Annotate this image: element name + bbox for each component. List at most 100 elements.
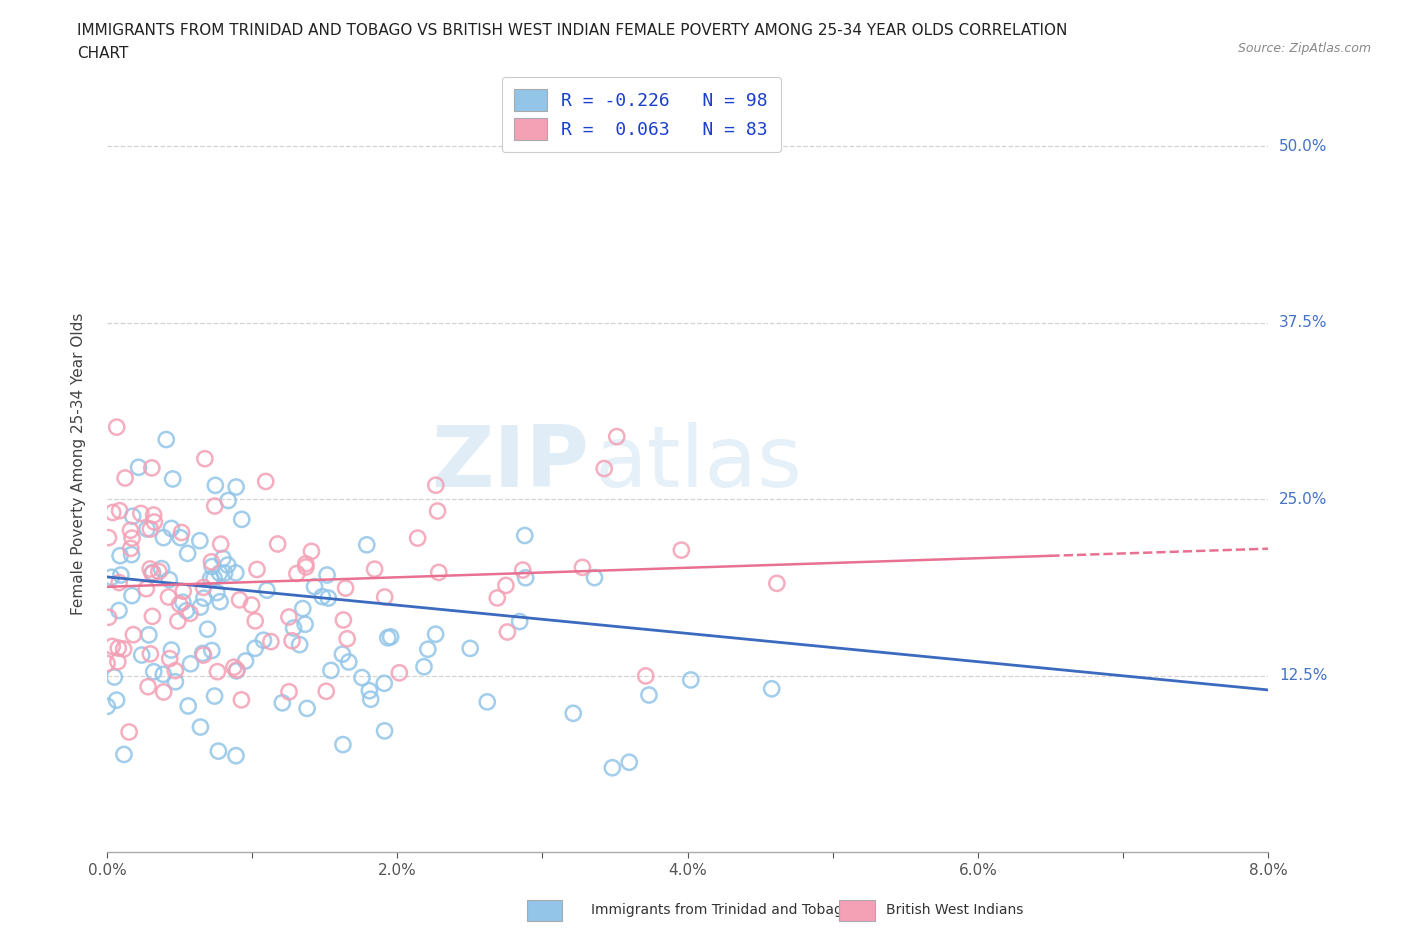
- Point: [291, 601, 314, 616]
- Point: [188, 533, 211, 548]
- Point: [406, 531, 429, 546]
- Point: [100, 570, 122, 585]
- Point: [190, 720, 212, 735]
- Point: [142, 508, 165, 523]
- Point: [602, 761, 624, 776]
- Point: [120, 523, 142, 538]
- Point: [193, 591, 215, 605]
- Point: [416, 642, 439, 657]
- Point: [179, 605, 201, 620]
- Point: [103, 670, 125, 684]
- Point: [105, 419, 128, 434]
- Point: [207, 744, 229, 759]
- Point: [217, 493, 239, 508]
- Point: [477, 695, 499, 710]
- Text: atlas: atlas: [595, 422, 803, 505]
- Point: [160, 521, 183, 536]
- Point: [332, 737, 354, 752]
- Text: ZIP: ZIP: [432, 422, 589, 505]
- Point: [638, 687, 661, 702]
- Point: [169, 530, 191, 545]
- Point: [374, 724, 396, 738]
- Point: [222, 659, 245, 674]
- Point: [108, 603, 131, 618]
- Point: [118, 724, 141, 739]
- Point: [495, 578, 517, 592]
- Point: [193, 580, 215, 595]
- Text: 12.5%: 12.5%: [1279, 669, 1327, 684]
- Text: 25.0%: 25.0%: [1279, 492, 1327, 507]
- Point: [295, 556, 318, 571]
- Point: [336, 631, 359, 646]
- Point: [96, 699, 118, 714]
- Point: [209, 537, 232, 551]
- Point: [200, 571, 222, 586]
- Point: [240, 598, 263, 613]
- Point: [101, 639, 124, 654]
- Point: [252, 632, 274, 647]
- Point: [139, 522, 162, 537]
- Text: IMMIGRANTS FROM TRINIDAD AND TOBAGO VS BRITISH WEST INDIAN FEMALE POVERTY AMONG : IMMIGRANTS FROM TRINIDAD AND TOBAGO VS B…: [77, 23, 1067, 38]
- Point: [513, 528, 536, 543]
- Text: 50.0%: 50.0%: [1279, 139, 1327, 153]
- Point: [122, 627, 145, 642]
- Point: [165, 663, 187, 678]
- Point: [231, 512, 253, 526]
- Point: [121, 509, 143, 524]
- Point: [209, 594, 232, 609]
- Point: [217, 558, 239, 573]
- Point: [139, 646, 162, 661]
- Point: [129, 506, 152, 521]
- Point: [512, 563, 534, 578]
- Point: [136, 522, 159, 537]
- Point: [583, 570, 606, 585]
- Point: [426, 504, 449, 519]
- Point: [165, 674, 187, 689]
- Point: [246, 562, 269, 577]
- Point: [114, 471, 136, 485]
- Point: [212, 551, 235, 565]
- Point: [101, 505, 124, 520]
- Point: [243, 614, 266, 629]
- Point: [332, 646, 354, 661]
- Point: [121, 588, 143, 603]
- Point: [373, 676, 395, 691]
- Point: [562, 706, 585, 721]
- Text: Source: ZipAtlas.com: Source: ZipAtlas.com: [1237, 42, 1371, 55]
- Point: [318, 591, 340, 605]
- Point: [201, 559, 224, 574]
- Point: [131, 647, 153, 662]
- Point: [176, 604, 198, 618]
- Text: Immigrants from Trinidad and Tobago: Immigrants from Trinidad and Tobago: [591, 902, 851, 917]
- Point: [281, 633, 304, 648]
- Point: [105, 693, 128, 708]
- Point: [135, 581, 157, 596]
- Point: [509, 614, 531, 629]
- Point: [157, 590, 180, 604]
- Point: [360, 692, 382, 707]
- Point: [311, 590, 333, 604]
- Point: [143, 514, 166, 529]
- Point: [571, 560, 593, 575]
- Point: [356, 538, 378, 552]
- Point: [359, 684, 381, 698]
- Point: [413, 659, 436, 674]
- Point: [271, 696, 294, 711]
- Point: [332, 613, 354, 628]
- Point: [761, 682, 783, 697]
- Y-axis label: Female Poverty Among 25-34 Year Olds: Female Poverty Among 25-34 Year Olds: [72, 312, 86, 615]
- Point: [108, 575, 131, 590]
- Text: British West Indians: British West Indians: [886, 902, 1024, 917]
- Point: [377, 631, 399, 645]
- Point: [458, 641, 481, 656]
- Point: [277, 609, 299, 624]
- Point: [486, 591, 509, 605]
- Point: [374, 590, 396, 604]
- Point: [110, 567, 132, 582]
- Point: [152, 667, 174, 682]
- Point: [231, 693, 253, 708]
- Point: [319, 663, 342, 678]
- Point: [176, 546, 198, 561]
- Point: [283, 620, 305, 635]
- Point: [112, 642, 135, 657]
